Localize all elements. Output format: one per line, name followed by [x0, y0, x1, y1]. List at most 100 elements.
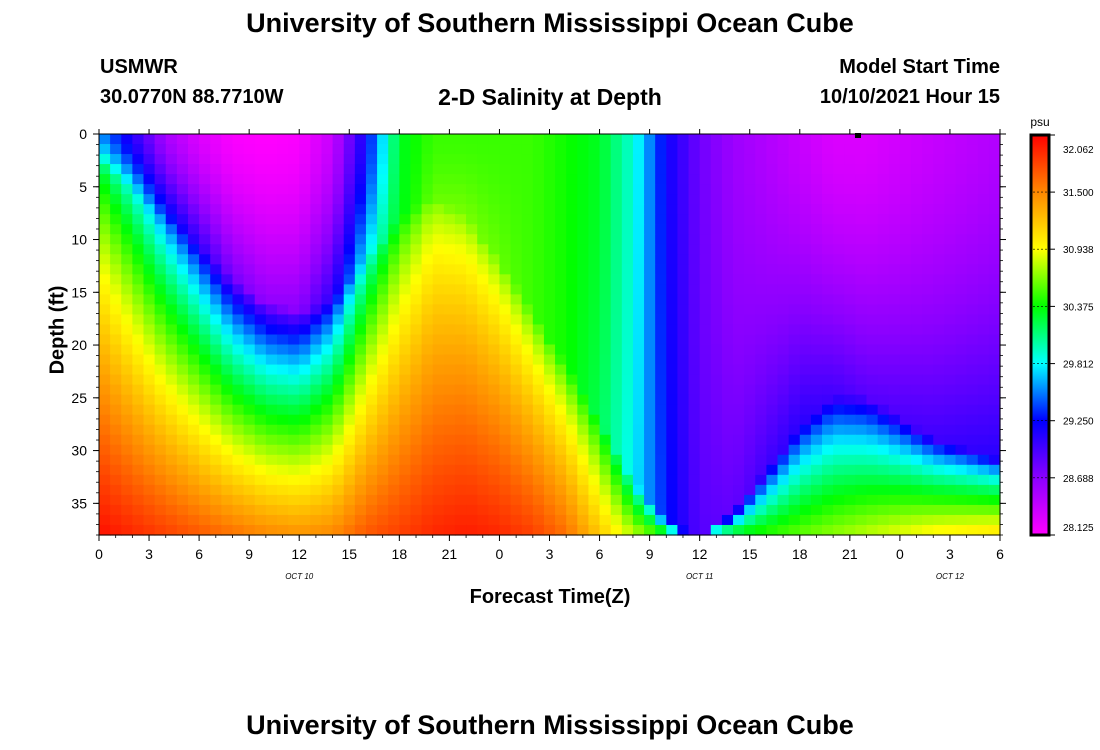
heatmap-cell — [510, 334, 523, 346]
heatmap-cell — [777, 304, 790, 316]
heatmap-cell — [955, 484, 968, 496]
heatmap-cell — [877, 334, 890, 346]
heatmap-cell — [532, 244, 545, 255]
heatmap-cell — [199, 524, 211, 536]
heatmap-cell — [332, 204, 345, 215]
heatmap-cell — [988, 334, 1001, 346]
heatmap-cell — [388, 284, 400, 296]
heatmap-cell — [165, 324, 178, 336]
heatmap-cell — [621, 464, 634, 476]
heatmap-cell — [443, 274, 456, 285]
heatmap-cell — [888, 184, 901, 195]
heatmap-cell — [210, 484, 222, 496]
heatmap-cell — [988, 214, 1001, 225]
heatmap-cell — [99, 364, 111, 376]
heatmap-cell — [688, 134, 701, 145]
heatmap-cell — [810, 174, 823, 185]
heatmap-cell — [766, 484, 779, 496]
heatmap-cell — [477, 254, 489, 265]
x-tick-label: 18 — [392, 546, 408, 562]
heatmap-cell — [187, 264, 200, 275]
heatmap-cell — [733, 504, 745, 516]
heatmap-cell — [977, 204, 990, 215]
heatmap-cell — [566, 364, 578, 376]
colorbar-tick-label: 32.062 — [1063, 145, 1094, 156]
heatmap-cell — [343, 484, 356, 496]
heatmap-cell — [899, 314, 912, 326]
heatmap-cell — [165, 274, 178, 285]
heatmap-cell — [477, 444, 489, 456]
heatmap-cell — [299, 274, 311, 285]
heatmap-cell — [555, 454, 567, 466]
heatmap-cell — [822, 514, 834, 526]
heatmap-cell — [744, 214, 756, 225]
heatmap-cell — [265, 174, 278, 185]
heatmap-cell — [699, 374, 712, 386]
heatmap-cell — [766, 504, 779, 516]
heatmap-cell — [321, 234, 334, 245]
heatmap-cell — [377, 494, 389, 506]
heatmap-cell — [766, 334, 779, 346]
heatmap-cell — [799, 524, 812, 536]
heatmap-cell — [143, 504, 156, 516]
heatmap-cell — [99, 304, 111, 316]
heatmap-cell — [243, 464, 256, 476]
heatmap-cell — [110, 304, 122, 316]
heatmap-cell — [766, 354, 779, 366]
heatmap-cell — [232, 294, 245, 306]
heatmap-cell — [543, 144, 556, 155]
heatmap-cell — [199, 144, 211, 155]
heatmap-cell — [822, 394, 834, 406]
heatmap-cell — [833, 424, 845, 436]
heatmap-cell — [733, 184, 745, 195]
heatmap-cell — [888, 164, 901, 175]
heatmap-cell — [399, 424, 412, 436]
heatmap-cell — [577, 314, 590, 326]
heatmap-cell — [555, 374, 567, 386]
heatmap-cell — [510, 424, 523, 436]
heatmap-cell — [566, 344, 578, 356]
heatmap-cell — [377, 144, 389, 155]
heatmap-cell — [755, 414, 767, 426]
heatmap-cell — [388, 244, 400, 255]
heatmap-cell — [199, 234, 211, 245]
plot-title: 2-D Salinity at Depth — [438, 84, 662, 110]
heatmap-cell — [377, 344, 389, 356]
heatmap-cell — [655, 164, 667, 175]
heatmap-cell — [254, 204, 267, 215]
heatmap-cell — [632, 294, 645, 306]
heatmap-cell — [154, 514, 167, 526]
heatmap-cell — [755, 334, 767, 346]
heatmap-cell — [844, 334, 856, 346]
heatmap-cell — [521, 234, 534, 245]
heatmap-cell — [666, 264, 679, 275]
heatmap-cell — [988, 174, 1001, 185]
heatmap-cell — [310, 334, 323, 346]
heatmap-cell — [421, 454, 434, 466]
heatmap-cell — [744, 144, 756, 155]
heatmap-cell — [121, 304, 133, 316]
heatmap-cell — [99, 194, 111, 205]
heatmap-cell — [588, 354, 601, 366]
heatmap-cell — [443, 504, 456, 516]
heatmap-cell — [966, 334, 979, 346]
heatmap-cell — [710, 314, 723, 326]
heatmap-cell — [221, 234, 234, 245]
heatmap-cell — [276, 184, 289, 195]
heatmap-cell — [388, 174, 400, 185]
heatmap-cell — [810, 524, 823, 536]
heatmap-cell — [110, 324, 122, 336]
heatmap-cell — [944, 474, 957, 486]
heatmap-cell — [911, 364, 923, 376]
heatmap-cell — [877, 524, 890, 536]
heatmap-cell — [399, 454, 412, 466]
heatmap-cell — [521, 324, 534, 336]
heatmap-cell — [176, 204, 189, 215]
heatmap-cell — [555, 504, 567, 516]
heatmap-cell — [321, 514, 334, 526]
heatmap-cell — [810, 314, 823, 326]
heatmap-cell — [577, 264, 590, 275]
heatmap-cell — [443, 234, 456, 245]
heatmap-cell — [977, 514, 990, 526]
heatmap-cell — [833, 514, 845, 526]
